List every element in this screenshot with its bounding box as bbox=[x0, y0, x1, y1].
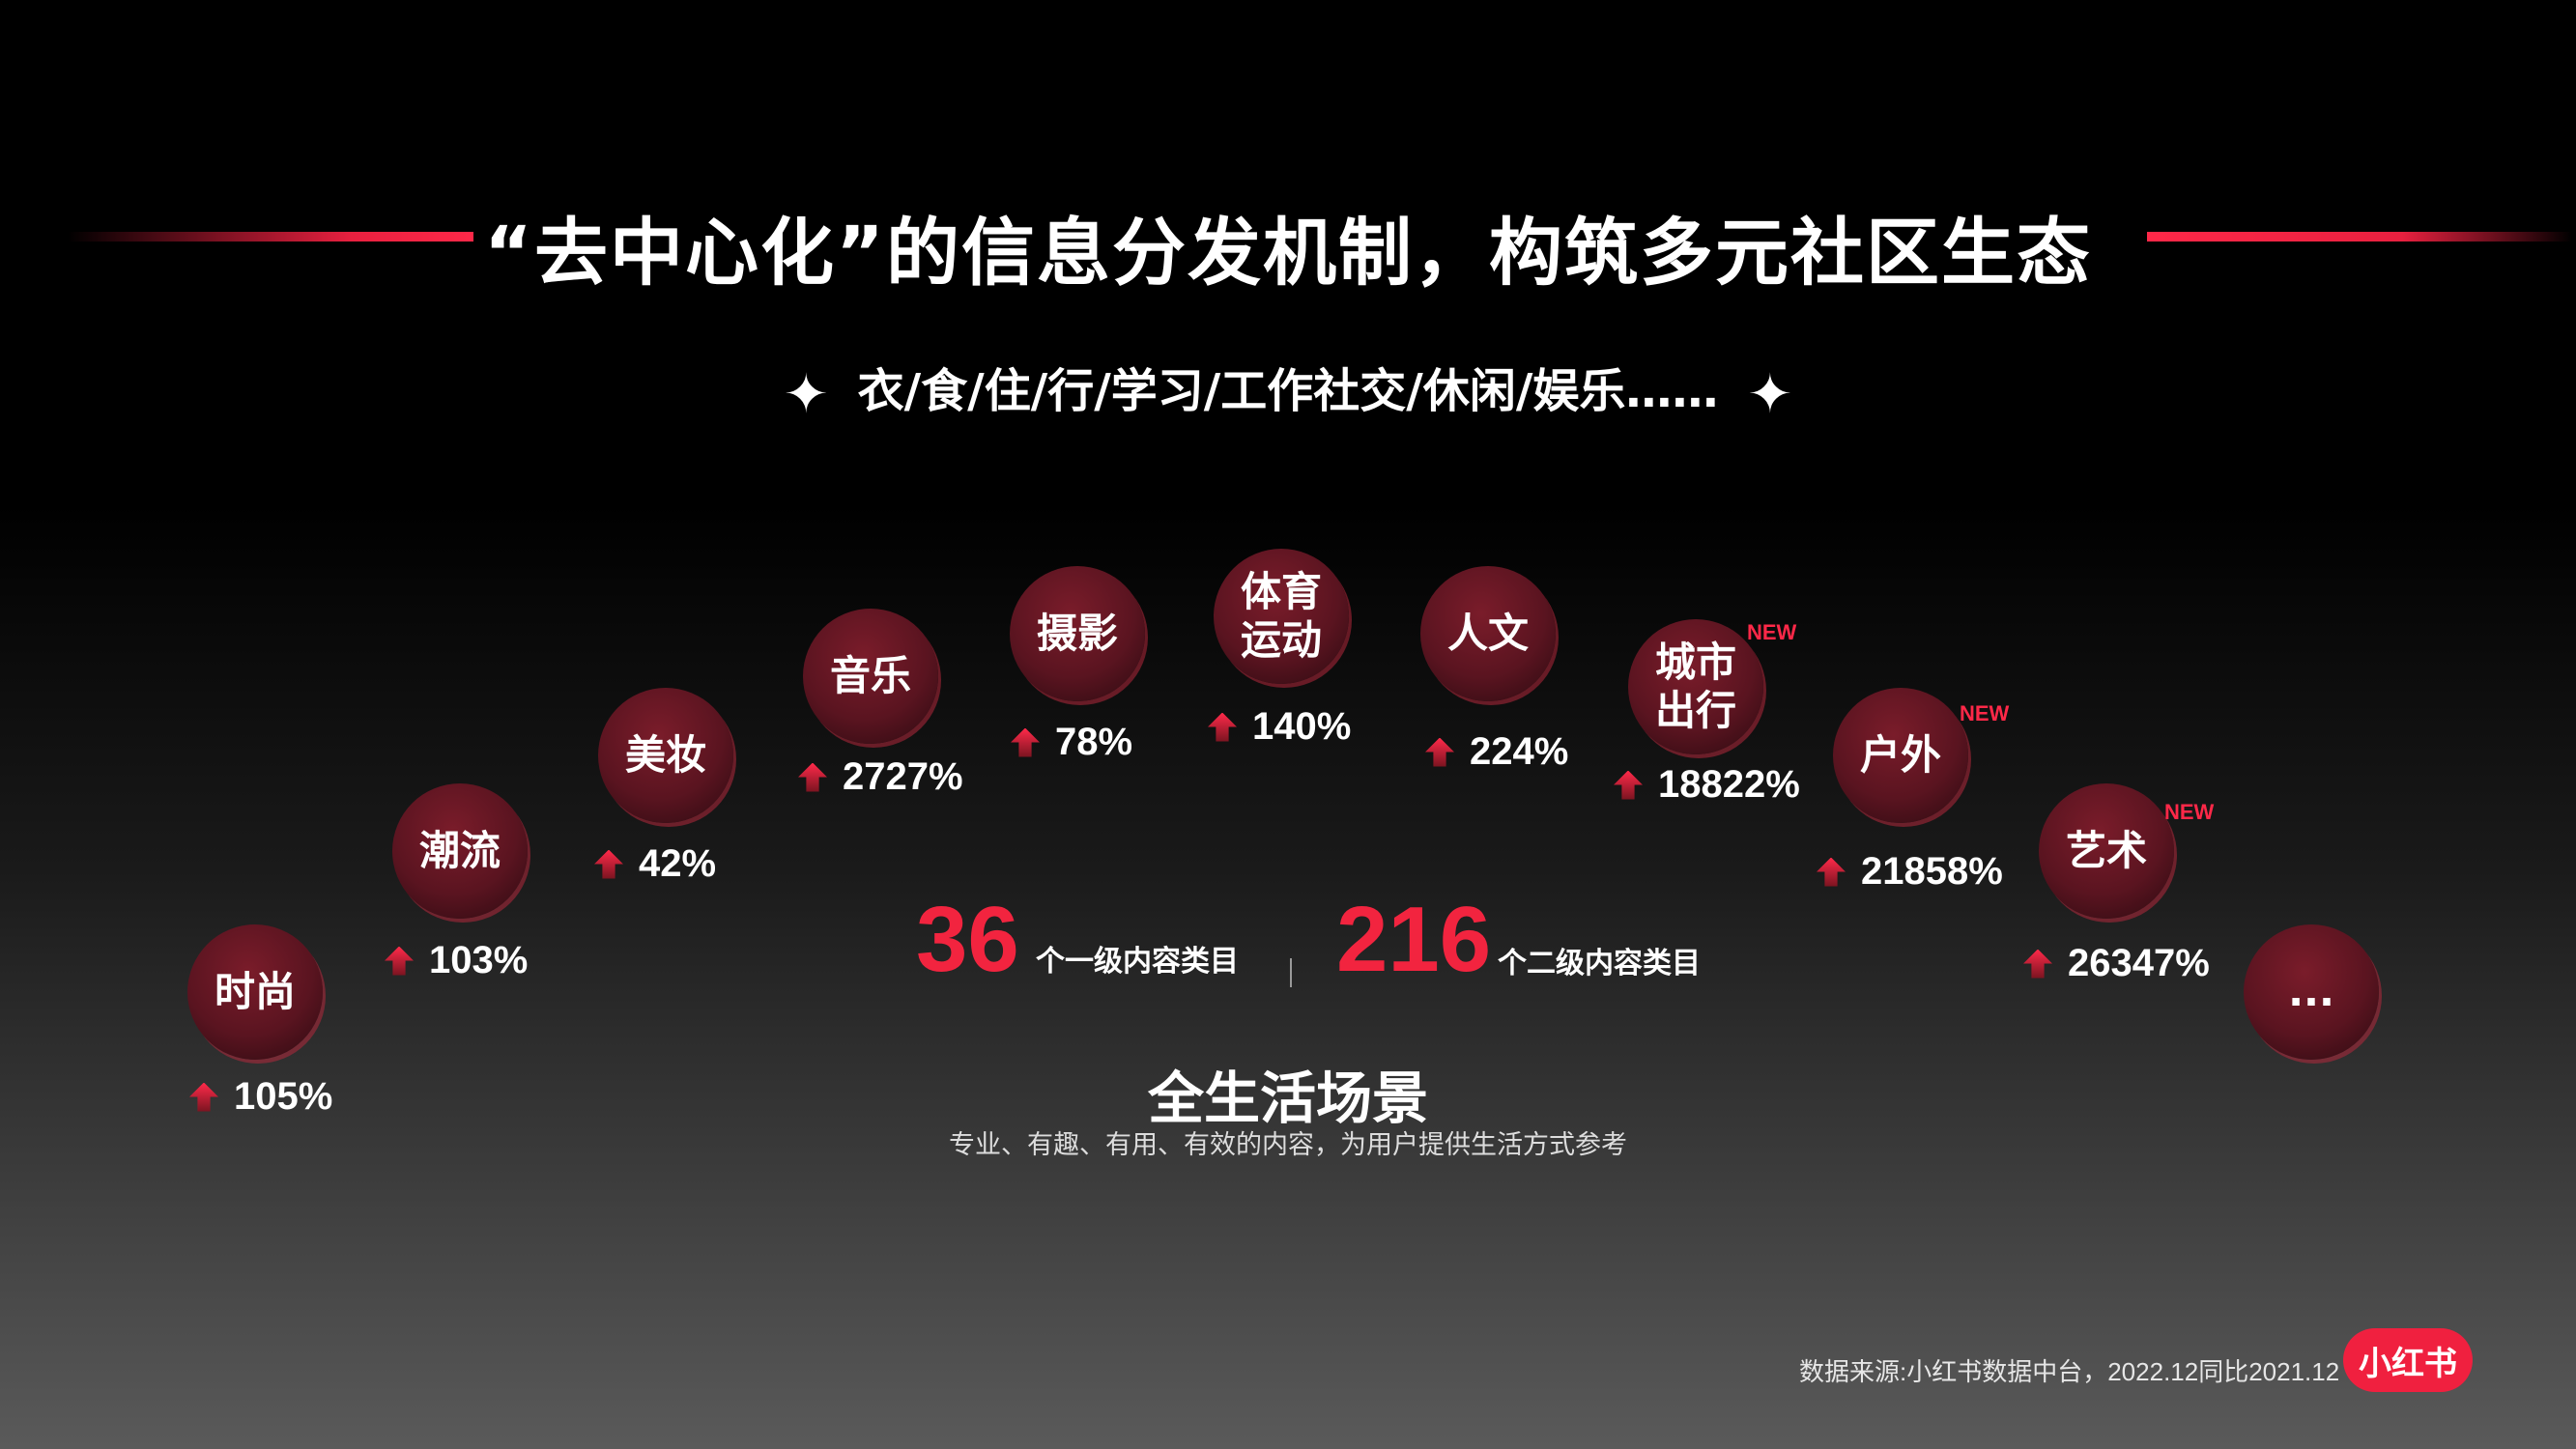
new-badge: NEW bbox=[1747, 620, 1797, 644]
category-label: 艺术 bbox=[2065, 827, 2147, 874]
category-label: 音乐 bbox=[829, 652, 911, 699]
category-bubble-fashion: 时尚 bbox=[187, 924, 323, 1060]
category-bubble-beauty: 美妆 bbox=[598, 688, 733, 823]
category-label-line: 体育 bbox=[1240, 568, 1322, 615]
growth-value: 78% bbox=[1055, 721, 1133, 763]
up-arrow-icon bbox=[798, 762, 827, 792]
category-bubble-music: 音乐 bbox=[803, 609, 938, 744]
category-label-line: 运动 bbox=[1240, 616, 1322, 664]
up-arrow-icon bbox=[1425, 737, 1454, 767]
data-source-note: 数据来源:小红书数据中台，2022.12同比2021.12 bbox=[1799, 1357, 2340, 1386]
stats-divider bbox=[1290, 958, 1292, 987]
category-label: 美妆 bbox=[624, 731, 706, 779]
subtitle-row: ✦ 衣/食/住/行/学习/工作社交/休闲/娱乐…… ✦ bbox=[0, 353, 2576, 426]
xiaohongshu-logo: 小红书 bbox=[2343, 1328, 2473, 1392]
up-arrow-icon bbox=[1011, 727, 1040, 757]
primary-category-count: 36 bbox=[916, 888, 1019, 991]
category-label: 人文 bbox=[1446, 610, 1529, 657]
growth-value: 26347% bbox=[2068, 942, 2210, 984]
primary-category-label: 个一级内容类目 bbox=[1036, 945, 1239, 979]
growth-stat: 2727% bbox=[798, 755, 963, 799]
title-rule-right bbox=[2147, 232, 2572, 242]
sparkle-icon: ✦ bbox=[1747, 362, 1793, 426]
category-bubble-outdoor: 户外 bbox=[1833, 688, 1968, 823]
growth-value: 2727% bbox=[843, 755, 963, 798]
up-arrow-icon bbox=[1817, 857, 1846, 887]
growth-stat: 21858% bbox=[1817, 850, 2003, 894]
up-arrow-icon bbox=[2023, 949, 2052, 979]
secondary-category-count: 216 bbox=[1336, 888, 1492, 991]
category-label: 体育 运动 bbox=[1241, 568, 1322, 665]
new-badge: NEW bbox=[2164, 800, 2215, 824]
category-label-line: 出行 bbox=[1654, 687, 1736, 734]
growth-stat: 140% bbox=[1208, 705, 1351, 749]
category-bubble-more: ... bbox=[2244, 924, 2379, 1060]
category-bubble-sports: 体育 运动 bbox=[1214, 549, 1349, 684]
growth-value: 105% bbox=[234, 1075, 333, 1118]
up-arrow-icon bbox=[594, 849, 623, 879]
tagline: 专业、有趣、有用、有效的内容，为用户提供生活方式参考 bbox=[949, 1130, 1627, 1160]
category-label-line: 城市 bbox=[1654, 639, 1736, 686]
growth-stat: 26347% bbox=[2023, 942, 2210, 985]
category-bubble-trend: 潮流 bbox=[392, 783, 528, 919]
category-label: 城市 出行 bbox=[1655, 639, 1736, 735]
page-title: “去中心化”的信息分发机制，构筑多元社区生态 bbox=[484, 210, 2092, 296]
category-label: 摄影 bbox=[1036, 610, 1118, 657]
title-rule-left bbox=[68, 232, 473, 242]
growth-value: 18822% bbox=[1658, 763, 1800, 806]
up-arrow-icon bbox=[385, 946, 414, 976]
growth-stat: 42% bbox=[594, 842, 716, 886]
category-bubble-humanities: 人文 bbox=[1420, 566, 1556, 701]
subtitle: 衣/食/住/行/学习/工作社交/休闲/娱乐…… bbox=[857, 364, 1719, 418]
new-badge: NEW bbox=[1960, 701, 2010, 725]
category-bubble-city-travel: 城市 出行 bbox=[1628, 619, 1763, 754]
category-bubble-art: 艺术 bbox=[2039, 783, 2174, 919]
more-ellipsis: ... bbox=[2288, 968, 2334, 1015]
growth-stat: 224% bbox=[1425, 730, 1568, 774]
growth-value: 224% bbox=[1470, 730, 1569, 773]
sparkle-icon: ✦ bbox=[783, 362, 829, 426]
growth-value: 21858% bbox=[1861, 850, 2003, 893]
category-label: 时尚 bbox=[214, 968, 296, 1015]
secondary-category-label: 个二级内容类目 bbox=[1498, 947, 1701, 980]
growth-stat: 105% bbox=[189, 1075, 332, 1119]
up-arrow-icon bbox=[1614, 770, 1643, 800]
growth-stat: 78% bbox=[1011, 721, 1132, 764]
growth-value: 103% bbox=[429, 939, 529, 981]
up-arrow-icon bbox=[1208, 712, 1237, 742]
growth-value: 140% bbox=[1252, 705, 1352, 748]
headline: 全生活场景 bbox=[1147, 1065, 1428, 1131]
growth-value: 42% bbox=[639, 842, 717, 885]
category-bubble-photography: 摄影 bbox=[1010, 566, 1145, 701]
category-label: 潮流 bbox=[418, 827, 501, 874]
category-label: 户外 bbox=[1859, 731, 1941, 779]
growth-stat: 103% bbox=[385, 939, 528, 982]
growth-stat: 18822% bbox=[1614, 763, 1800, 807]
